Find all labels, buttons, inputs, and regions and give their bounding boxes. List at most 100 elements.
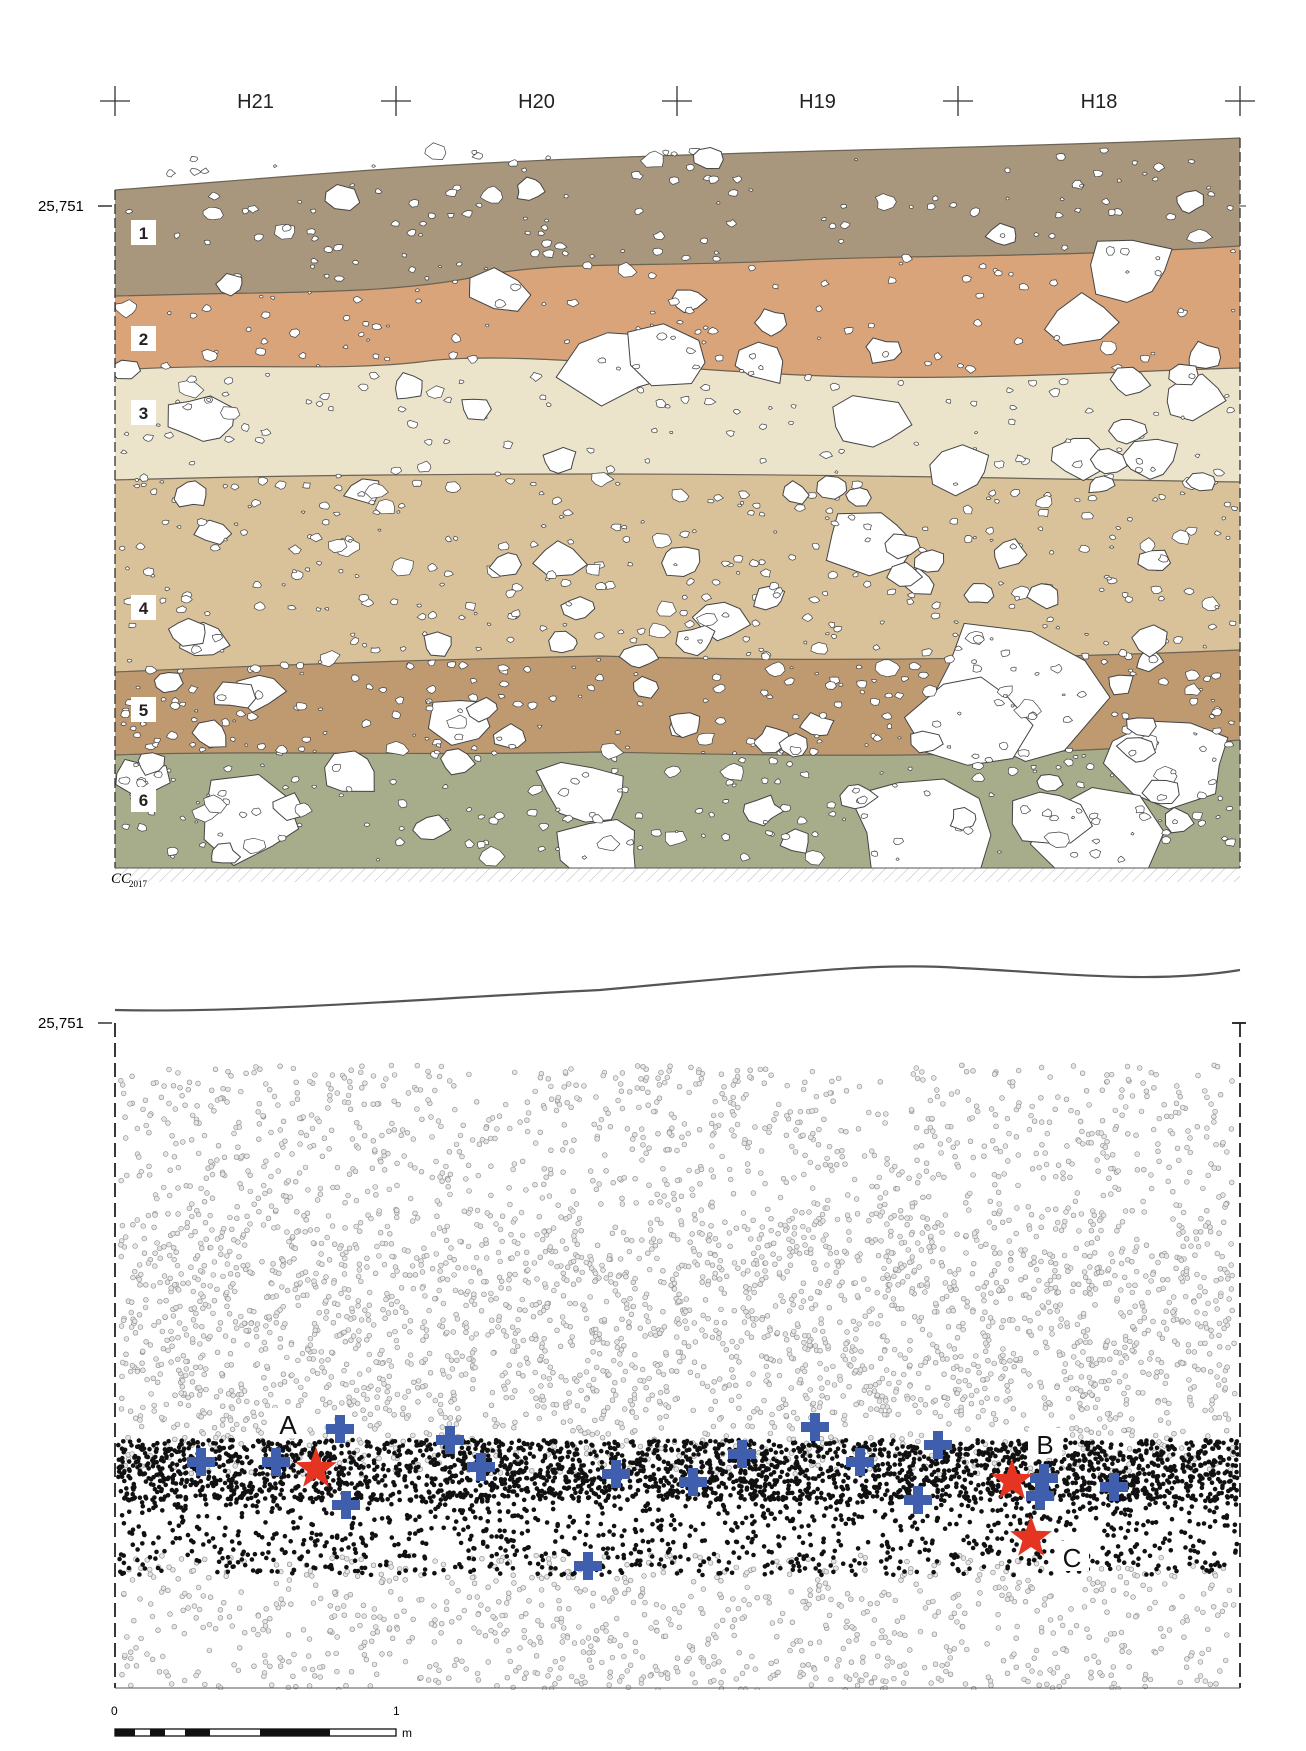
grey-point (592, 1270, 599, 1277)
grey-point (322, 1401, 329, 1408)
stone-clast (929, 444, 990, 497)
stone-clast (478, 845, 506, 867)
grey-point (235, 1667, 242, 1674)
grey-point (218, 1251, 224, 1258)
grey-point (1100, 1192, 1107, 1199)
stone-clast (703, 655, 709, 661)
stone-clast (389, 778, 397, 785)
grey-point (596, 1124, 603, 1131)
grey-point (770, 1240, 777, 1247)
grey-point (364, 1396, 370, 1403)
grey-point (1064, 1143, 1070, 1149)
stone-clast (189, 168, 202, 176)
grey-point (904, 1221, 910, 1228)
grey-point (1170, 1216, 1176, 1222)
grey-point (445, 1177, 451, 1183)
grey-point (449, 1366, 456, 1372)
grey-point (254, 1400, 260, 1406)
grey-point (1071, 1343, 1078, 1350)
grey-point (495, 1249, 502, 1256)
grey-point (352, 1411, 358, 1417)
grey-point (555, 1202, 561, 1208)
grey-point (426, 1350, 433, 1357)
grey-point (197, 1298, 203, 1305)
grey-point (927, 1124, 933, 1131)
grey-point (427, 1370, 434, 1376)
grey-point (186, 1079, 193, 1086)
grey-point (759, 1276, 765, 1283)
grey-point (307, 1227, 314, 1233)
grey-point (178, 1271, 184, 1277)
stone-clast (546, 570, 557, 579)
stone-clast (1129, 671, 1138, 676)
grey-point (696, 1126, 703, 1133)
stone-clast (879, 771, 884, 775)
stone-clast (952, 632, 960, 637)
grey-point (919, 1230, 925, 1236)
grey-point (345, 1092, 352, 1099)
grey-point (1007, 1257, 1014, 1264)
grey-point (151, 1224, 157, 1231)
grey-point (356, 1328, 362, 1334)
grey-point (898, 1214, 904, 1221)
grey-point (1094, 1157, 1100, 1163)
grey-point (927, 1097, 934, 1104)
stone-clast (204, 611, 211, 616)
grey-point (225, 1068, 231, 1075)
stone-clast (167, 617, 206, 647)
grey-point (931, 1309, 938, 1315)
stone-clast (851, 787, 860, 794)
grey-point (1108, 1071, 1115, 1078)
grey-point (188, 1232, 194, 1239)
grey-point (388, 1589, 394, 1595)
grey-point (560, 1270, 566, 1277)
grey-point (1062, 1218, 1068, 1225)
grey-point (853, 1336, 859, 1342)
grey-point (393, 1575, 399, 1582)
grey-point (514, 1250, 521, 1257)
stone-clast (1010, 704, 1015, 708)
stone-clast (322, 731, 328, 735)
grey-point (571, 1233, 577, 1239)
grey-point (716, 1416, 723, 1422)
stone-clast (133, 762, 140, 768)
stone-clast (620, 524, 627, 530)
grey-point (435, 1118, 442, 1124)
grey-point (388, 1062, 395, 1069)
grey-point (1217, 1266, 1224, 1272)
grey-point (1007, 1357, 1013, 1364)
grey-point (120, 1090, 127, 1097)
grey-point (324, 1234, 330, 1241)
grey-point (203, 1236, 209, 1242)
grey-point (663, 1413, 669, 1420)
grey-point (171, 1244, 177, 1251)
stone-clast (425, 705, 434, 712)
grey-point (932, 1359, 939, 1366)
grey-point (1144, 1093, 1150, 1100)
grey-point (312, 1327, 318, 1334)
grey-point (250, 1626, 257, 1633)
grey-point (1031, 1254, 1037, 1261)
stone-clast (972, 634, 985, 644)
grey-point (1103, 1385, 1110, 1392)
grey-point (939, 1295, 946, 1302)
stone-clast (164, 586, 171, 592)
grey-point (620, 1229, 627, 1236)
grey-point (1163, 1326, 1170, 1332)
grey-point (899, 1436, 905, 1442)
grey-point (745, 1268, 751, 1274)
grey-point (285, 1178, 292, 1184)
stone-clast (759, 568, 772, 578)
grey-point (675, 1206, 681, 1213)
grey-point (831, 1382, 838, 1388)
stone-clast (201, 349, 218, 362)
grey-point (1027, 1465, 1034, 1471)
grey-point (171, 1154, 178, 1160)
grey-point (874, 1183, 880, 1190)
section-base-hatching (115, 868, 1240, 882)
grey-point (269, 1267, 276, 1274)
grey-point (718, 1306, 724, 1313)
grey-point (706, 1232, 713, 1238)
grey-point (762, 1260, 769, 1266)
grey-point (413, 1086, 420, 1093)
